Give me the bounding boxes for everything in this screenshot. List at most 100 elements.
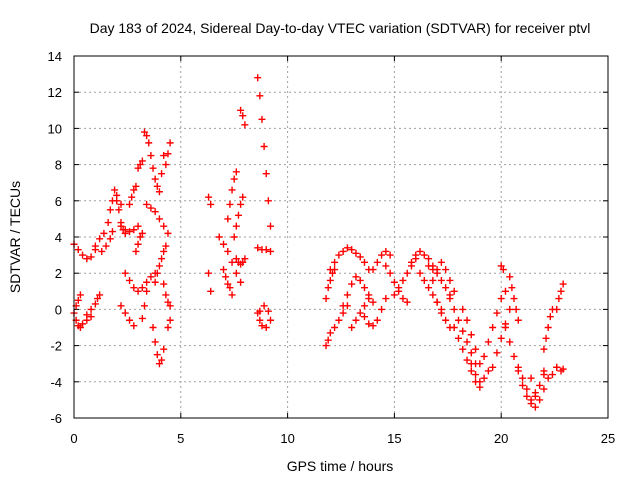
series-seg42: [369, 247, 394, 274]
data-point: [499, 266, 507, 274]
data-point: [476, 378, 484, 386]
data-point: [93, 295, 101, 303]
data-point: [442, 316, 450, 324]
data-point: [134, 164, 142, 172]
chart-title: Day 183 of 2024, Sidereal Day-to-day VTE…: [90, 20, 591, 36]
data-point: [519, 374, 527, 382]
data-point: [136, 161, 144, 169]
data-point: [132, 247, 140, 255]
y-tick-label: 6: [55, 194, 62, 209]
data-point: [348, 280, 356, 288]
series-seg21: [160, 280, 174, 310]
data-point: [117, 302, 125, 310]
data-point: [138, 284, 146, 292]
data-point: [390, 291, 398, 299]
series-seg20: [151, 242, 170, 286]
data-point: [390, 278, 398, 286]
data-point: [412, 251, 420, 259]
data-point: [237, 278, 245, 286]
data-point: [454, 334, 462, 342]
data-point: [254, 74, 262, 82]
data-point: [527, 374, 535, 382]
data-point: [134, 287, 142, 295]
data-point: [382, 295, 390, 303]
data-point: [420, 276, 428, 284]
data-point: [335, 316, 343, 324]
data-point: [450, 324, 458, 331]
data-point: [459, 327, 467, 335]
data-point: [76, 291, 84, 299]
data-point: [484, 338, 492, 346]
data-point: [254, 244, 262, 252]
data-point: [241, 255, 249, 263]
data-point: [138, 157, 146, 165]
series-seg31: [254, 74, 275, 230]
data-point: [519, 381, 527, 389]
series-seg15: [162, 139, 174, 169]
data-point: [76, 324, 84, 331]
series-seg36: [322, 266, 339, 303]
data-point: [324, 284, 332, 292]
x-tick-label: 15: [387, 431, 401, 446]
data-point: [145, 139, 153, 147]
data-point: [104, 219, 112, 227]
series-seg60: [519, 371, 548, 408]
data-point: [514, 316, 522, 324]
data-point: [540, 367, 548, 375]
data-point: [160, 222, 168, 230]
data-point: [143, 278, 151, 286]
data-point: [446, 295, 454, 303]
data-point: [258, 115, 266, 123]
data-point: [523, 385, 531, 393]
data-point: [514, 363, 522, 371]
data-point: [232, 168, 240, 176]
data-point: [83, 255, 91, 263]
data-point: [472, 371, 480, 379]
data-point: [162, 161, 170, 169]
data-point: [143, 132, 151, 140]
series-seg64: [553, 280, 567, 313]
data-point: [164, 229, 172, 237]
data-point: [260, 302, 268, 310]
data-point: [262, 170, 270, 178]
data-point: [134, 222, 142, 230]
series-seg58: [506, 273, 522, 324]
x-tick-label: 0: [70, 431, 77, 446]
data-point: [241, 121, 249, 129]
data-point: [326, 329, 334, 337]
series-seg52: [459, 305, 484, 368]
data-point: [264, 307, 272, 315]
data-point: [132, 182, 140, 190]
data-point: [160, 345, 168, 353]
plot-frame: [73, 55, 609, 419]
data-point: [425, 262, 433, 270]
data-point: [425, 284, 433, 292]
data-point: [258, 322, 266, 330]
data-point: [166, 139, 174, 147]
series-seg17: [117, 302, 138, 330]
data-point: [96, 291, 104, 299]
data-point: [335, 251, 343, 259]
data-point: [111, 186, 119, 194]
data-point: [130, 322, 138, 330]
data-point: [108, 228, 116, 236]
data-point: [512, 305, 520, 313]
data-point: [224, 247, 232, 255]
series-seg46: [416, 269, 445, 313]
data-point: [463, 316, 471, 324]
data-point: [348, 246, 356, 254]
data-point: [162, 242, 170, 250]
data-point: [228, 186, 236, 194]
data-point: [322, 295, 330, 303]
data-point: [472, 345, 480, 353]
data-point: [493, 309, 501, 317]
data-point: [450, 287, 458, 295]
series-seg08: [117, 222, 142, 236]
data-point: [546, 313, 554, 321]
data-point: [467, 331, 475, 339]
data-point: [230, 233, 238, 241]
data-point: [531, 403, 539, 411]
data-point: [352, 273, 360, 281]
data-point: [497, 262, 505, 270]
